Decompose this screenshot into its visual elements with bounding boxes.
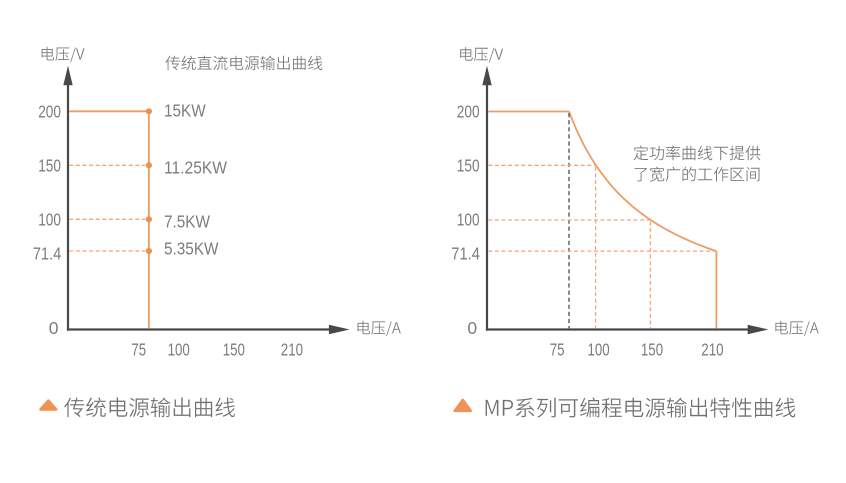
svg-text:210: 210 (281, 340, 303, 360)
svg-text:150: 150 (457, 155, 480, 175)
svg-text:100: 100 (588, 340, 610, 360)
svg-text:150: 150 (38, 155, 61, 175)
svg-text:150: 150 (641, 340, 663, 360)
svg-text:0: 0 (49, 318, 59, 338)
svg-text:200: 200 (457, 101, 480, 121)
svg-text:75: 75 (550, 340, 565, 360)
svg-text:0: 0 (467, 318, 477, 338)
svg-text:100: 100 (38, 209, 61, 229)
svg-text:100: 100 (457, 209, 480, 229)
svg-text:200: 200 (38, 101, 61, 121)
svg-text:210: 210 (701, 340, 723, 360)
svg-text:71.4: 71.4 (451, 243, 480, 263)
svg-text:71.4: 71.4 (33, 243, 62, 263)
svg-text:100: 100 (168, 340, 190, 360)
svg-text:5.35KW: 5.35KW (164, 239, 219, 259)
svg-text:150: 150 (223, 340, 245, 360)
svg-text:75: 75 (131, 340, 146, 360)
svg-text:15KW: 15KW (164, 101, 206, 121)
svg-text:7.5KW: 7.5KW (164, 211, 210, 231)
svg-text:11.25KW: 11.25KW (164, 157, 227, 177)
